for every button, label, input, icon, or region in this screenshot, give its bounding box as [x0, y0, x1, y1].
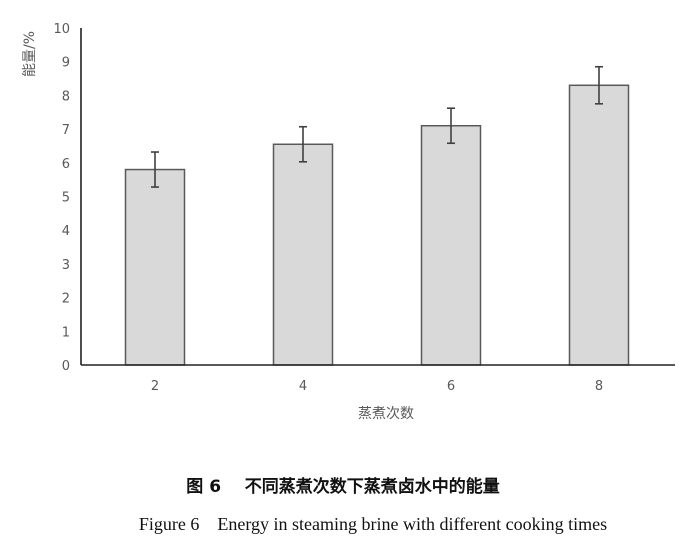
bar	[124, 168, 186, 366]
x-tick-label: 2	[151, 379, 159, 394]
y-tick-label: 1	[62, 325, 70, 340]
x-axis-ticks: 2 4 6 8	[151, 379, 603, 394]
bar	[420, 124, 482, 366]
y-tick-label: 4	[62, 224, 70, 239]
x-tick-label: 4	[299, 379, 307, 394]
bar	[272, 143, 334, 366]
x-tick-label: 8	[595, 379, 603, 394]
figure-caption-english: Figure 6 Energy in steaming brine with d…	[138, 514, 608, 534]
y-axis-ticks: 0 1 2 3 4 5 6 7 8 9 10	[53, 22, 70, 374]
error-bar	[447, 107, 455, 145]
error-bars	[151, 65, 603, 188]
y-tick-label: 0	[62, 359, 70, 374]
y-tick-label: 5	[62, 191, 70, 206]
x-axis-title: 蒸煮次数	[358, 406, 414, 422]
bar	[568, 84, 630, 366]
y-tick-label: 9	[62, 56, 70, 71]
y-axis-title: 能量/%	[22, 31, 38, 77]
figure-caption-chinese: 图 6 不同蒸煮次数下蒸煮卤水中的能量	[186, 477, 500, 497]
error-bar	[151, 151, 159, 188]
y-tick-label: 3	[62, 258, 70, 273]
error-bar	[299, 125, 307, 163]
x-tick-label: 6	[447, 379, 455, 394]
y-tick-label: 6	[62, 157, 70, 172]
bars	[124, 84, 630, 366]
y-tick-label: 2	[62, 292, 70, 307]
y-tick-label: 7	[62, 123, 70, 138]
bar-chart: 0 1 2 3 4 5 6 7 8 9 10 2 4 6 8 蒸煮次数 能量/%	[22, 22, 675, 422]
y-tick-label: 10	[53, 22, 70, 37]
error-bar	[595, 65, 603, 105]
y-tick-label: 8	[62, 89, 70, 104]
